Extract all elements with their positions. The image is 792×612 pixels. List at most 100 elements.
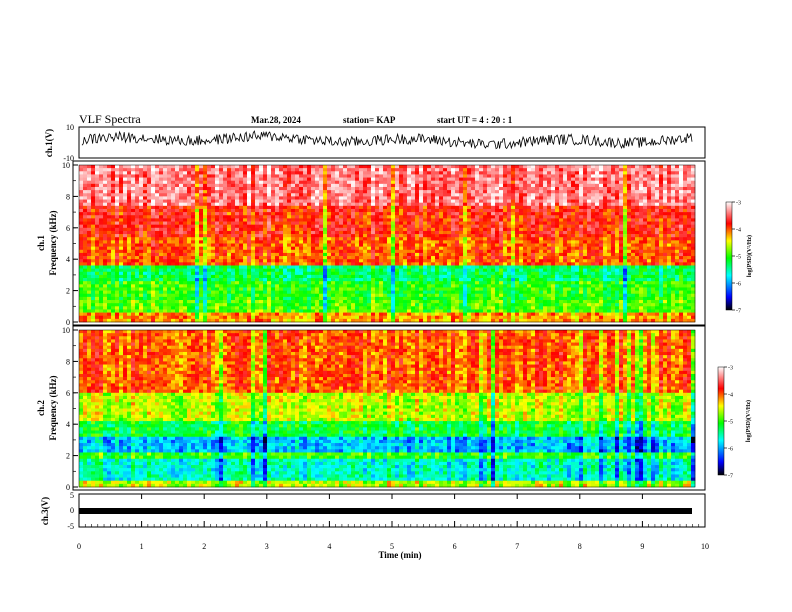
spectrogram-cell bbox=[243, 178, 247, 181]
spectrogram-cell bbox=[691, 178, 695, 181]
spectrogram-cell bbox=[159, 250, 163, 253]
spectrogram-cell bbox=[107, 228, 111, 231]
spectrogram-cell bbox=[231, 222, 235, 225]
spectrogram-cell bbox=[335, 193, 339, 196]
spectrogram-cell bbox=[571, 181, 575, 184]
spectrogram-cell bbox=[439, 253, 443, 256]
spectrogram-cell bbox=[271, 193, 275, 196]
spectrogram-cell bbox=[599, 256, 603, 259]
spectrogram-cell bbox=[187, 184, 191, 187]
spectrogram-cell bbox=[407, 244, 411, 247]
spectrogram-cell bbox=[683, 218, 687, 221]
spectrogram-cell bbox=[659, 178, 663, 181]
spectrogram-cell bbox=[271, 240, 275, 243]
spectrogram-cell bbox=[175, 196, 179, 199]
spectrogram-cell bbox=[419, 209, 423, 212]
spectrogram-cell bbox=[687, 184, 691, 187]
spectrogram-cell bbox=[259, 215, 263, 218]
spectrogram-cell bbox=[495, 240, 499, 243]
spectrogram-cell bbox=[515, 247, 519, 250]
spectrogram-cell bbox=[451, 174, 455, 177]
spectrogram-cell bbox=[95, 237, 99, 240]
spectrogram-cell bbox=[287, 225, 291, 228]
spectrogram-cell bbox=[243, 187, 247, 190]
spectrogram-cell bbox=[411, 209, 415, 212]
spectrogram-cell bbox=[611, 225, 615, 228]
spectrogram-cell bbox=[555, 244, 559, 247]
spectrogram-cell bbox=[431, 240, 435, 243]
spectrogram-cell bbox=[79, 209, 83, 212]
spectrogram-cell bbox=[575, 193, 579, 196]
spectrogram-cell bbox=[439, 256, 443, 259]
spectrogram-cell bbox=[267, 247, 271, 250]
spectrogram-cell bbox=[199, 225, 203, 228]
spectrogram-cell bbox=[215, 168, 219, 171]
spectrogram-cell bbox=[163, 174, 167, 177]
spectrogram-cell bbox=[627, 225, 631, 228]
spectrogram-cell bbox=[155, 265, 159, 268]
spectrogram-cell bbox=[679, 259, 683, 262]
spectrogram-cell bbox=[167, 181, 171, 184]
spectrogram-cell bbox=[211, 209, 215, 212]
spectrogram-cell bbox=[651, 196, 655, 199]
spectrogram-cell bbox=[607, 165, 611, 168]
spectrogram-cell bbox=[567, 253, 571, 256]
spectrogram-cell bbox=[487, 196, 491, 199]
spectrogram-cell bbox=[123, 225, 127, 228]
spectrogram-cell bbox=[443, 187, 447, 190]
spectrogram-cell bbox=[511, 215, 515, 218]
spectrogram-cell bbox=[363, 240, 367, 243]
spectrogram-cell bbox=[527, 168, 531, 171]
spectrogram-cell bbox=[115, 234, 119, 237]
spectrogram-cell bbox=[411, 181, 415, 184]
spectrogram-cell bbox=[319, 212, 323, 215]
spectrogram-cell bbox=[99, 237, 103, 240]
spectrogram-cell bbox=[551, 209, 555, 212]
spectrogram-cell bbox=[191, 178, 195, 181]
spectrogram-cell bbox=[307, 174, 311, 177]
spectrogram-cell bbox=[603, 225, 607, 228]
spectrogram-cell bbox=[231, 265, 235, 268]
spectrogram-cell bbox=[287, 206, 291, 209]
spectrogram-cell bbox=[491, 206, 495, 209]
spectrogram-cell bbox=[223, 200, 227, 203]
spectrogram-cell bbox=[171, 184, 175, 187]
spectrogram-cell bbox=[359, 250, 363, 253]
spectrogram-cell bbox=[567, 187, 571, 190]
spectrogram-cell bbox=[307, 165, 311, 168]
spectrogram-cell bbox=[455, 250, 459, 253]
spectrogram-cell bbox=[243, 212, 247, 215]
spectrogram-cell bbox=[123, 196, 127, 199]
spectrogram-cell bbox=[475, 256, 479, 259]
spectrogram-cell bbox=[691, 218, 695, 221]
spectrogram-cell bbox=[511, 253, 515, 256]
spectrogram-cell bbox=[395, 240, 399, 243]
spectrogram-cell bbox=[611, 231, 615, 234]
spectrogram-cell bbox=[175, 265, 179, 268]
spectrogram-cell bbox=[339, 209, 343, 212]
spectrogram-cell bbox=[243, 234, 247, 237]
spectrogram-cell bbox=[687, 259, 691, 262]
spectrogram-cell bbox=[135, 181, 139, 184]
spectrogram-cell bbox=[531, 250, 535, 253]
spectrogram-cell bbox=[247, 265, 251, 268]
spectrogram-cell bbox=[523, 259, 527, 262]
spectrogram-cell bbox=[135, 225, 139, 228]
spectrogram-cell bbox=[311, 231, 315, 234]
spectrogram-cell bbox=[479, 184, 483, 187]
spectrogram-cell bbox=[443, 178, 447, 181]
spectrogram-cell bbox=[663, 222, 667, 225]
spectrogram-cell bbox=[367, 231, 371, 234]
spectrogram-cell bbox=[175, 203, 179, 206]
spectrogram-cell bbox=[491, 247, 495, 250]
spectrogram-cell bbox=[307, 244, 311, 247]
spectrogram-cell bbox=[163, 178, 167, 181]
spectrogram-cell bbox=[655, 225, 659, 228]
spectrogram-cell bbox=[151, 244, 155, 247]
spectrogram-cell bbox=[495, 181, 499, 184]
spectrogram-cell bbox=[463, 222, 467, 225]
spectrogram-cell bbox=[423, 253, 427, 256]
spectrogram-cell bbox=[555, 212, 559, 215]
spectrogram-cell bbox=[627, 203, 631, 206]
spectrogram-cell bbox=[519, 193, 523, 196]
